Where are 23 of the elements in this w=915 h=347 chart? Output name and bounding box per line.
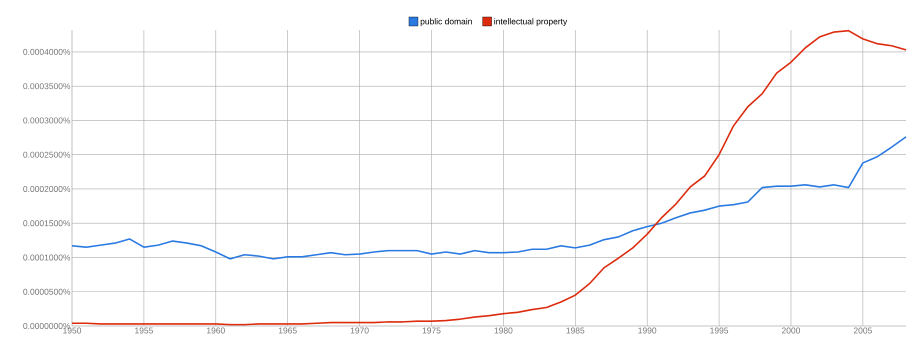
x-tick-label: 1955 bbox=[135, 328, 153, 334]
x-tick-label: 1985 bbox=[566, 328, 584, 334]
legend-label: intellectual property bbox=[494, 18, 568, 26]
y-tick-label: 0.0003000% bbox=[23, 117, 70, 124]
y-tick-label: 0.0000000% bbox=[23, 323, 70, 329]
x-tick-label: 1950 bbox=[63, 328, 82, 334]
x-tick-label: 2005 bbox=[854, 328, 872, 334]
y-tick-label: 0.0002000% bbox=[23, 186, 70, 192]
x-tick-label: 1975 bbox=[422, 328, 441, 334]
y-tick-label: 0.0004000% bbox=[23, 48, 70, 55]
y-tick-label: 0.0002500% bbox=[23, 152, 70, 158]
y-tick-label: 0.0001500% bbox=[23, 220, 70, 226]
x-tick-label: 1960 bbox=[207, 328, 225, 334]
x-tick-label: 1990 bbox=[638, 328, 656, 334]
y-tick-label: 0.0003500% bbox=[23, 83, 70, 90]
x-tick-label: 1970 bbox=[350, 328, 369, 334]
y-tick-label: 0.0000500% bbox=[23, 288, 70, 295]
x-tick-label: 1995 bbox=[710, 328, 728, 334]
legend-label: public domain bbox=[420, 18, 472, 26]
x-tick-label: 1965 bbox=[278, 328, 297, 334]
x-tick-label: 2000 bbox=[782, 328, 800, 334]
x-tick-label: 1980 bbox=[494, 328, 512, 334]
y-tick-label: 0.0001000% bbox=[23, 254, 70, 260]
